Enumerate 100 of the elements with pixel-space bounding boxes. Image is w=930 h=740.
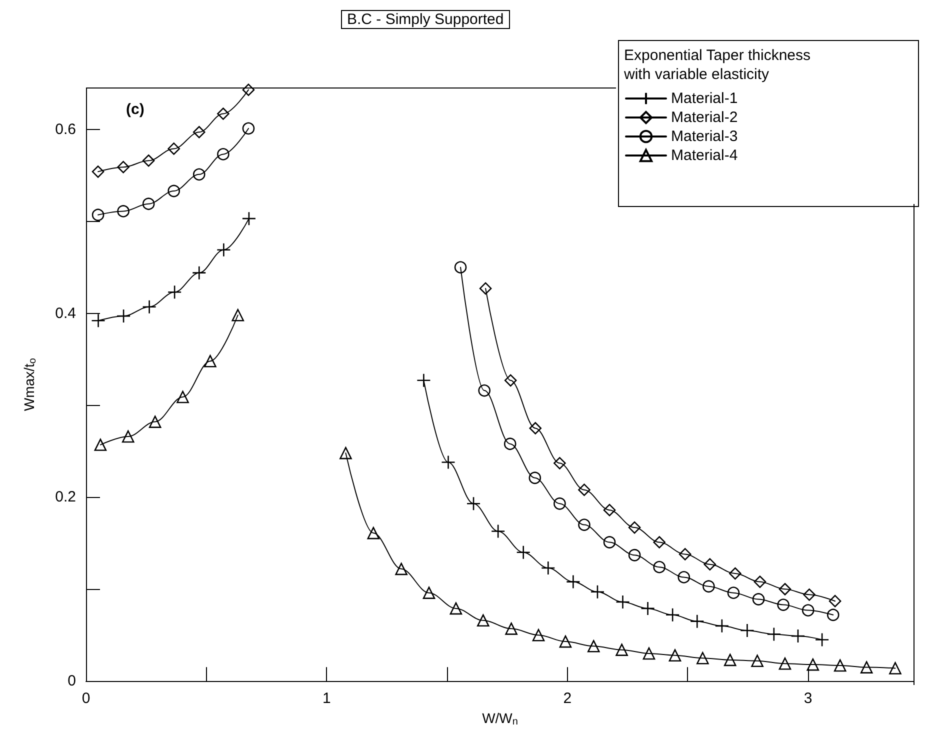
point: [578, 484, 590, 496]
point: [92, 166, 104, 178]
x-tick-label: 0: [82, 690, 90, 708]
point: [766, 627, 782, 642]
annotation: (c): [126, 101, 144, 118]
y-tick-label: 0.2: [55, 488, 76, 506]
point: [806, 658, 820, 671]
point: [628, 521, 641, 534]
point: [778, 582, 792, 596]
point: [578, 518, 590, 531]
point: [702, 580, 715, 593]
point: [752, 593, 765, 606]
point: [828, 594, 842, 608]
point: [142, 154, 155, 167]
point: [616, 644, 628, 656]
point: [528, 472, 542, 484]
point: [777, 598, 790, 611]
point: [751, 654, 764, 668]
x-tick-label: 2: [563, 690, 572, 708]
point: [790, 628, 806, 644]
point: [176, 390, 189, 404]
point: [232, 308, 244, 322]
point: [860, 661, 873, 674]
point: [653, 536, 666, 548]
point: [505, 622, 518, 635]
x-tick-label: 3: [804, 690, 812, 708]
point: [616, 594, 630, 610]
point: [217, 108, 230, 120]
point: [889, 662, 902, 674]
point: [92, 208, 104, 222]
x-tick-label: 1: [322, 690, 331, 708]
point: [217, 148, 230, 160]
point: [826, 608, 840, 622]
point: [422, 586, 436, 599]
point: [778, 657, 792, 670]
point: [478, 384, 491, 397]
point: [116, 308, 131, 324]
point: [540, 560, 556, 576]
point: [450, 602, 462, 615]
point: [754, 576, 766, 588]
point: [704, 558, 716, 570]
chart-title: B.C - Simply Supported: [347, 11, 504, 28]
point: [148, 416, 162, 428]
point: [466, 496, 481, 511]
point: [395, 562, 408, 576]
point: [117, 160, 130, 174]
point: [142, 198, 155, 210]
point: [640, 601, 655, 616]
point: [167, 284, 182, 300]
point: [94, 438, 107, 451]
point: [603, 504, 616, 516]
point: [504, 374, 517, 387]
point: [727, 586, 740, 599]
point: [559, 635, 572, 648]
point: [117, 205, 130, 218]
point: [242, 211, 256, 226]
legend-label: Material-4: [671, 147, 738, 164]
point: [603, 536, 616, 548]
point: [566, 574, 580, 589]
point: [454, 261, 467, 274]
point: [168, 184, 180, 198]
point: [724, 654, 736, 666]
point: [516, 545, 530, 560]
point: [122, 430, 134, 443]
point: [204, 354, 216, 368]
y-tick-label: 0.6: [55, 120, 76, 138]
y-tick-label: 0.4: [55, 304, 76, 322]
point: [814, 632, 830, 647]
legend-label: Material-2: [671, 109, 738, 126]
point: [678, 548, 692, 560]
point: [529, 422, 542, 434]
y-axis-title: Wmax/to: [21, 358, 38, 412]
point: [142, 300, 156, 314]
point: [479, 282, 492, 295]
point: [696, 652, 709, 664]
y-tick-label: 0: [68, 672, 76, 690]
point: [532, 628, 545, 642]
legend-label: Material-3: [671, 128, 738, 145]
point: [714, 618, 730, 634]
point: [242, 84, 255, 96]
point: [653, 560, 666, 574]
point: [192, 168, 206, 181]
point: [192, 126, 206, 138]
point: [690, 614, 704, 628]
point: [802, 604, 814, 616]
point: [668, 649, 682, 662]
point: [729, 567, 742, 580]
point: [477, 614, 490, 627]
point: [740, 623, 754, 638]
point: [554, 497, 566, 510]
point: [192, 266, 206, 280]
point: [665, 608, 680, 622]
point: [834, 659, 846, 672]
point: [587, 640, 600, 652]
point: [628, 548, 641, 562]
point: [367, 526, 380, 540]
legend-label: Material-1: [671, 90, 738, 107]
point: [168, 142, 180, 155]
point: [216, 242, 231, 257]
point: [504, 438, 516, 450]
